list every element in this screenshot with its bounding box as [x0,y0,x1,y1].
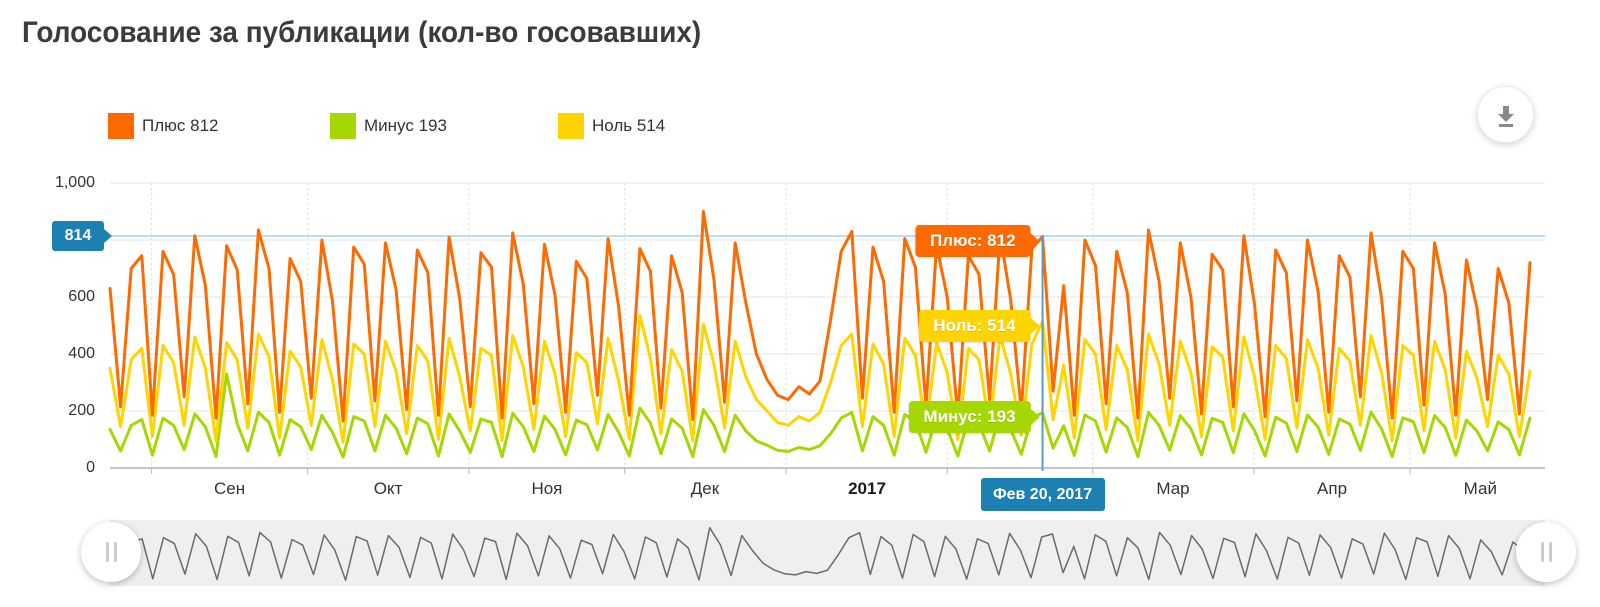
x-axis-label: Апр [1317,479,1348,498]
legend-swatch-minus [330,113,356,139]
legend-swatch-zero [558,113,584,139]
selected-date-badge: Фев 20, 2017 [980,478,1105,511]
drag-bars-icon [105,542,109,562]
y-axis-label: 200 [68,402,95,419]
y-axis-label: 1,000 [54,174,95,191]
legend-label-plus: Плюс 812 [142,116,219,135]
tooltip-minus: Минус: 193 [908,400,1040,433]
x-axis-label: Сен [214,479,246,498]
drag-bars-icon [1540,542,1544,562]
tooltip-plus: Плюс: 812 [915,224,1040,257]
x-axis-label: 2017 [848,479,886,498]
legend-label-minus: Минус 193 [364,116,447,135]
x-axis-label: Окт [373,479,403,498]
download-icon [1497,105,1514,127]
y-axis-label: 0 [86,459,95,476]
download-button[interactable] [1477,86,1534,143]
legend-swatch-plus [108,113,134,139]
series-line-zero[interactable] [108,314,1532,444]
x-axis-label: Ноя [531,479,563,498]
tooltip-zero: Ноль: 514 [918,309,1040,342]
y-axis-marker-badge: 814 [52,221,112,251]
navigator-left-handle[interactable] [81,522,141,582]
legend-item-plus[interactable]: Плюс 812 [108,113,218,139]
y-axis-label: 400 [68,345,95,362]
legend-item-zero[interactable]: Ноль 514 [558,113,665,139]
y-axis-label: 600 [68,288,95,305]
navigator-track[interactable] [110,520,1545,586]
series-line-plus[interactable] [108,210,1532,423]
x-axis-label: Мар [1156,479,1190,498]
legend-label-zero: Ноль 514 [592,116,666,135]
navigator-line [109,526,1546,581]
x-axis-label: Май [1463,479,1497,498]
series-line-minus[interactable] [108,372,1532,459]
x-axis-label: Дек [690,479,720,498]
legend-item-minus[interactable]: Минус 193 [330,113,447,139]
page-title: Голосование за публикации (кол-во госова… [22,16,702,49]
navigator-right-handle[interactable] [1516,522,1576,582]
